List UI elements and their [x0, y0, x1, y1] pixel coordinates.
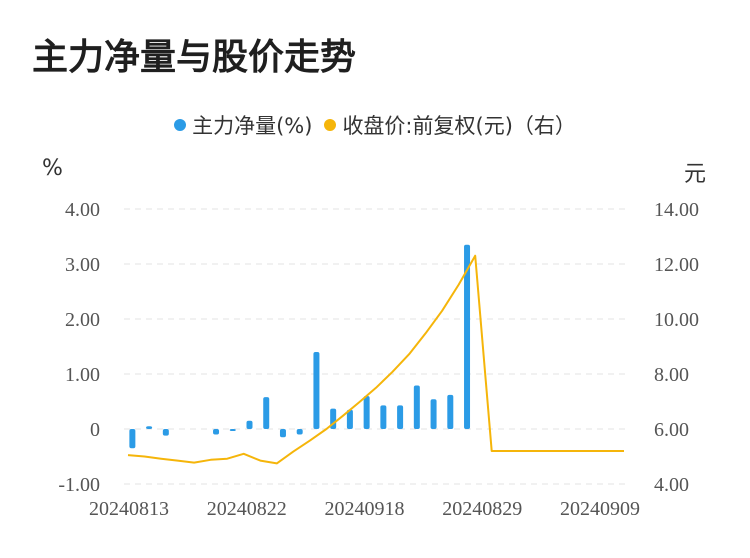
left-tick-label: 1.00 [65, 364, 100, 386]
right-tick-label: 4.00 [654, 474, 689, 496]
legend-line-label: 收盘价:前复权(元)（右） [342, 114, 576, 138]
bar [430, 399, 437, 429]
right-tick-label: 12.00 [654, 254, 699, 276]
bar [363, 396, 370, 429]
bar [380, 405, 387, 429]
left-tick-label: 4.00 [65, 199, 100, 221]
right-tick-label: 6.00 [654, 419, 689, 441]
bar [129, 429, 136, 449]
legend-item-bar[interactable]: 主力净量(%) [174, 110, 312, 140]
right-tick-label: 8.00 [654, 364, 689, 386]
bar [464, 244, 471, 429]
right-tick-label: 10.00 [654, 309, 699, 331]
bar [279, 429, 286, 438]
x-tick-label: 20240918 [325, 498, 405, 520]
line-series-marker [324, 119, 337, 131]
legend-bar-label: 主力净量(%) [192, 114, 313, 138]
bar [146, 426, 153, 429]
x-tick-label: 20240822 [207, 498, 287, 520]
left-tick-label: 0 [90, 419, 100, 441]
bar [263, 397, 270, 429]
x-tick-label: 20240909 [560, 498, 640, 520]
bar [246, 420, 253, 429]
bar [346, 409, 353, 429]
price-line [127, 254, 624, 465]
bar [447, 394, 454, 429]
bar [397, 405, 404, 429]
left-axis-unit: % [42, 156, 63, 181]
legend-item-line[interactable]: 收盘价:前复权(元)（右） [324, 110, 576, 140]
bar [162, 429, 169, 436]
left-tick-label: 2.00 [65, 309, 100, 331]
bar-series-marker [174, 119, 187, 131]
left-tick-label: 3.00 [65, 254, 100, 276]
x-tick-label: 20240813 [89, 498, 169, 520]
bar [213, 429, 220, 435]
x-tick-label: 20240829 [442, 498, 522, 520]
bar [313, 352, 320, 429]
bar [413, 385, 420, 429]
right-tick-label: 14.00 [654, 199, 699, 221]
left-tick-label: -1.00 [58, 474, 100, 496]
right-axis-unit: 元 [684, 162, 707, 187]
legend: 主力净量(%) 收盘价:前复权(元)（右） [0, 108, 750, 142]
bar [296, 429, 303, 435]
bar [229, 429, 236, 431]
chart-title: 主力净量与股价走势 [32, 37, 357, 78]
